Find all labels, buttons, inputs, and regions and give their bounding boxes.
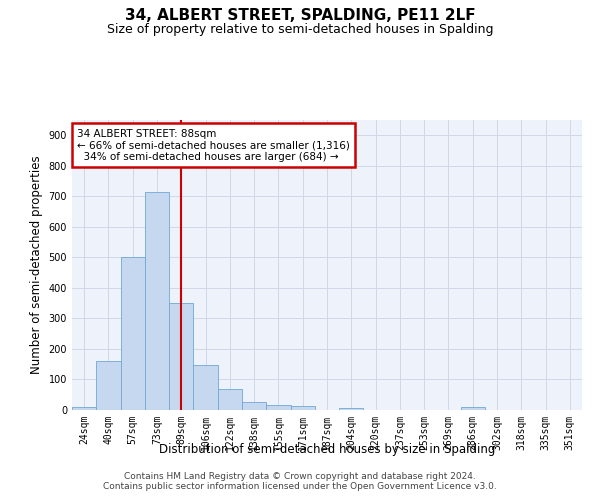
Y-axis label: Number of semi-detached properties: Number of semi-detached properties [30,156,43,374]
Text: Contains HM Land Registry data © Crown copyright and database right 2024.: Contains HM Land Registry data © Crown c… [124,472,476,481]
Bar [266,406,290,410]
Bar [461,407,485,410]
Bar [193,365,218,410]
Bar [169,303,193,410]
Bar [242,402,266,410]
Bar [96,361,121,410]
Text: Size of property relative to semi-detached houses in Spalding: Size of property relative to semi-detach… [107,22,493,36]
Bar [121,258,145,410]
Bar [72,407,96,410]
Bar [218,388,242,410]
Bar [339,408,364,410]
Text: Contains public sector information licensed under the Open Government Licence v3: Contains public sector information licen… [103,482,497,491]
Text: 34, ALBERT STREET, SPALDING, PE11 2LF: 34, ALBERT STREET, SPALDING, PE11 2LF [125,8,475,22]
Text: 34 ALBERT STREET: 88sqm
← 66% of semi-detached houses are smaller (1,316)
  34% : 34 ALBERT STREET: 88sqm ← 66% of semi-de… [77,128,350,162]
Bar [145,192,169,410]
Text: Distribution of semi-detached houses by size in Spalding: Distribution of semi-detached houses by … [159,442,495,456]
Bar [290,406,315,410]
